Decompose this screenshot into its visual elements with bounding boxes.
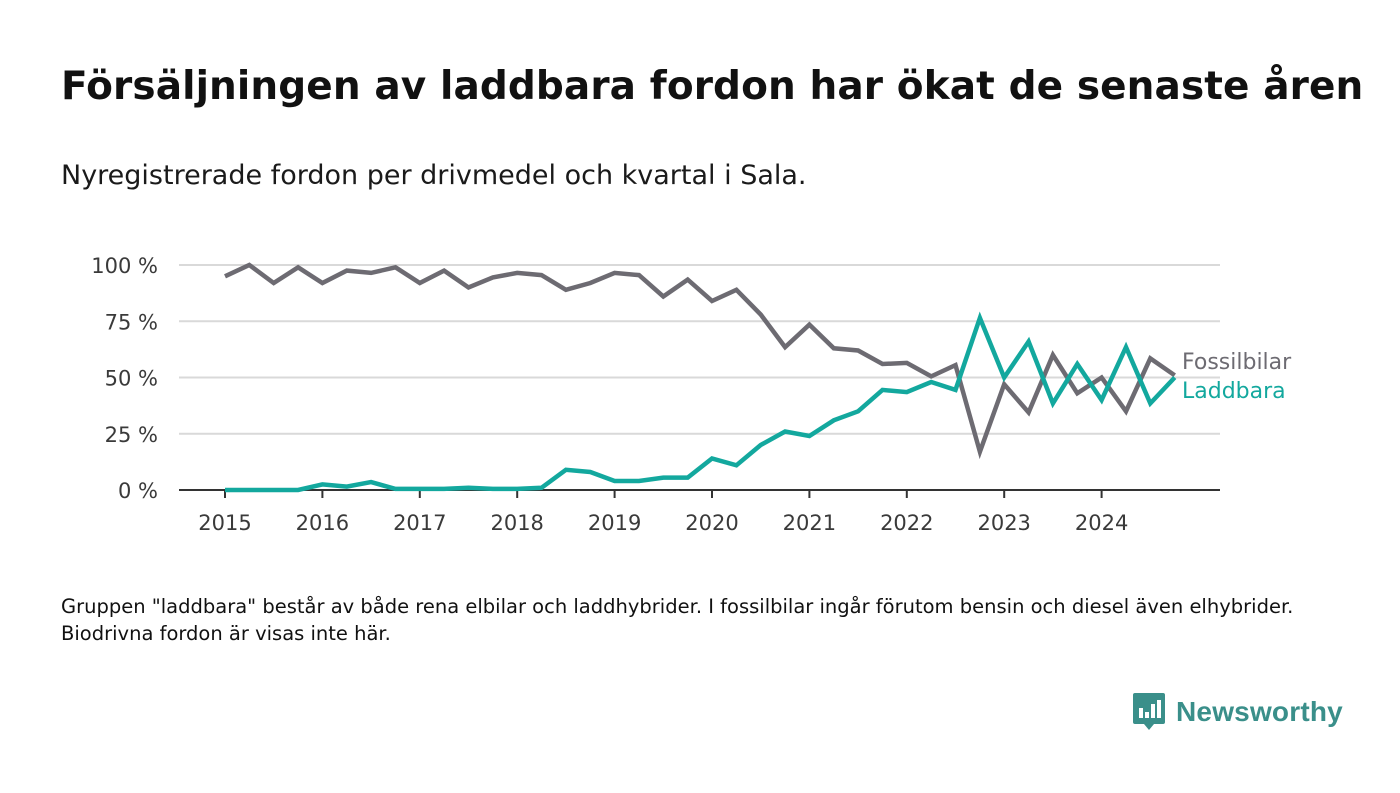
y-tick-label: 25 % xyxy=(105,423,158,447)
brand-logo[interactable]: Newsworthy xyxy=(1132,692,1343,732)
y-tick-label: 0 % xyxy=(118,479,158,503)
series-line-laddbara xyxy=(225,311,1177,493)
footnote: Gruppen "laddbara" består av både rena e… xyxy=(61,595,1294,645)
brand-name: Newsworthy xyxy=(1176,696,1343,727)
newsworthy-logo-icon xyxy=(1133,693,1165,730)
series-labels: Fossilbilar Laddbara xyxy=(1182,350,1292,404)
x-tick-label: 2015 xyxy=(198,511,251,535)
x-tick-label: 2021 xyxy=(783,511,836,535)
chart-title: Försäljningen av laddbara fordon har öka… xyxy=(61,64,1364,109)
y-tick-label: 75 % xyxy=(105,310,158,334)
series-line-fossilbilar xyxy=(224,262,1176,460)
series-label-laddbara: Laddbara xyxy=(1182,379,1286,404)
x-tick-label: 2018 xyxy=(490,511,543,535)
series-lines xyxy=(224,262,1177,493)
x-tick-label: 2022 xyxy=(880,511,933,535)
x-axis: 2015 2016 2017 2018 2019 2020 2021 2022 2023 2024 xyxy=(179,489,1220,535)
x-tick-label: 2016 xyxy=(296,511,349,535)
series-label-fossilbilar: Fossilbilar xyxy=(1182,350,1292,375)
line-chart: 0 %25 %50 %75 %100 % 2015 2016 2017 2018 201… xyxy=(91,254,1292,535)
y-axis: 0 % 25 % 50 % 75 % 100 % xyxy=(91,254,158,503)
x-tick-label: 2024 xyxy=(1075,511,1128,535)
grid-lines xyxy=(179,264,1220,435)
x-tick-label: 2019 xyxy=(588,511,641,535)
x-tick-label: 2020 xyxy=(685,511,738,535)
y-tick-label: 100 % xyxy=(91,254,158,278)
y-tick-label: 50 % xyxy=(105,367,158,391)
x-tick-label: 2023 xyxy=(977,511,1030,535)
chart-subtitle: Nyregistrerade fordon per drivmedel och … xyxy=(61,160,807,191)
x-tick-label: 2017 xyxy=(393,511,446,535)
